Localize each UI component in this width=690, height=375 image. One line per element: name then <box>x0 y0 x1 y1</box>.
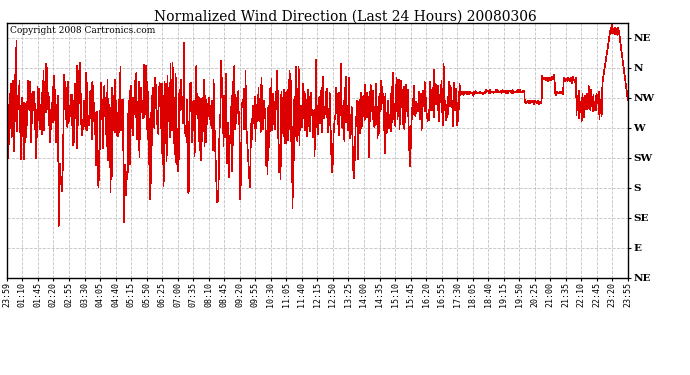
Text: Copyright 2008 Cartronics.com: Copyright 2008 Cartronics.com <box>10 26 155 35</box>
Text: Normalized Wind Direction (Last 24 Hours) 20080306: Normalized Wind Direction (Last 24 Hours… <box>154 9 536 23</box>
